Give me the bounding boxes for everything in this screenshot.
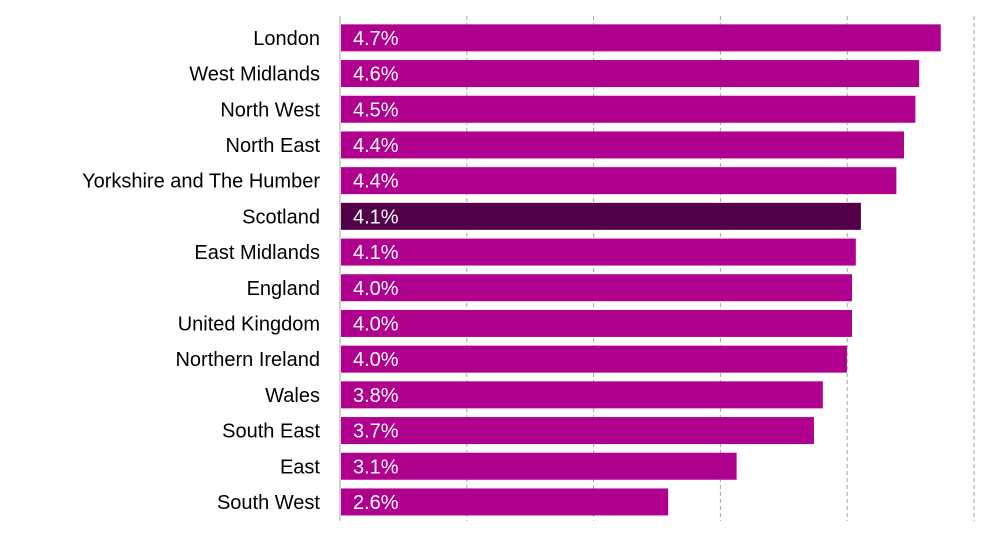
category-label: England bbox=[247, 278, 320, 300]
bar bbox=[341, 452, 737, 480]
category-label: North East bbox=[226, 135, 321, 157]
data-label: 3.8% bbox=[353, 385, 399, 407]
bar bbox=[341, 24, 941, 52]
data-label: 4.4% bbox=[353, 171, 399, 193]
data-label: 2.6% bbox=[353, 492, 399, 514]
bar bbox=[341, 60, 920, 88]
bar bbox=[341, 238, 856, 266]
category-label: North West bbox=[220, 99, 320, 121]
data-label: 3.1% bbox=[353, 456, 399, 478]
bar bbox=[341, 309, 853, 337]
bar bbox=[341, 131, 904, 159]
category-label: United Kingdom bbox=[178, 313, 320, 335]
data-label: 4.6% bbox=[353, 64, 399, 86]
data-label: 4.0% bbox=[353, 313, 399, 335]
data-label: 4.4% bbox=[353, 135, 399, 157]
category-label: London bbox=[253, 28, 320, 50]
data-label: 4.0% bbox=[353, 278, 399, 300]
bar bbox=[341, 381, 823, 409]
category-label: South East bbox=[222, 421, 320, 443]
bar bbox=[341, 488, 669, 516]
data-label: 4.0% bbox=[353, 349, 399, 371]
bar bbox=[341, 95, 916, 123]
category-label: South West bbox=[217, 492, 320, 514]
bar bbox=[341, 167, 897, 195]
category-label: Northern Ireland bbox=[175, 349, 320, 371]
bar bbox=[341, 417, 814, 445]
bar bbox=[341, 345, 847, 373]
category-label: Yorkshire and The Humber bbox=[82, 171, 320, 193]
category-label: East bbox=[280, 456, 320, 478]
data-label: 4.1% bbox=[353, 206, 399, 228]
category-label: West Midlands bbox=[189, 64, 320, 86]
category-label: East Midlands bbox=[194, 242, 320, 264]
category-label: Wales bbox=[265, 385, 320, 407]
bar bbox=[341, 202, 861, 230]
data-label: 4.7% bbox=[353, 28, 399, 50]
category-label: Scotland bbox=[242, 206, 320, 228]
bar bbox=[341, 274, 853, 302]
data-label: 4.5% bbox=[353, 99, 399, 121]
labels: London 4.7% West Midlands 4.6% North West 4.5… bbox=[82, 28, 399, 514]
data-label: 3.7% bbox=[353, 421, 399, 443]
bars bbox=[341, 24, 941, 516]
data-label: 4.1% bbox=[353, 242, 399, 264]
gridlines bbox=[339, 16, 975, 521]
